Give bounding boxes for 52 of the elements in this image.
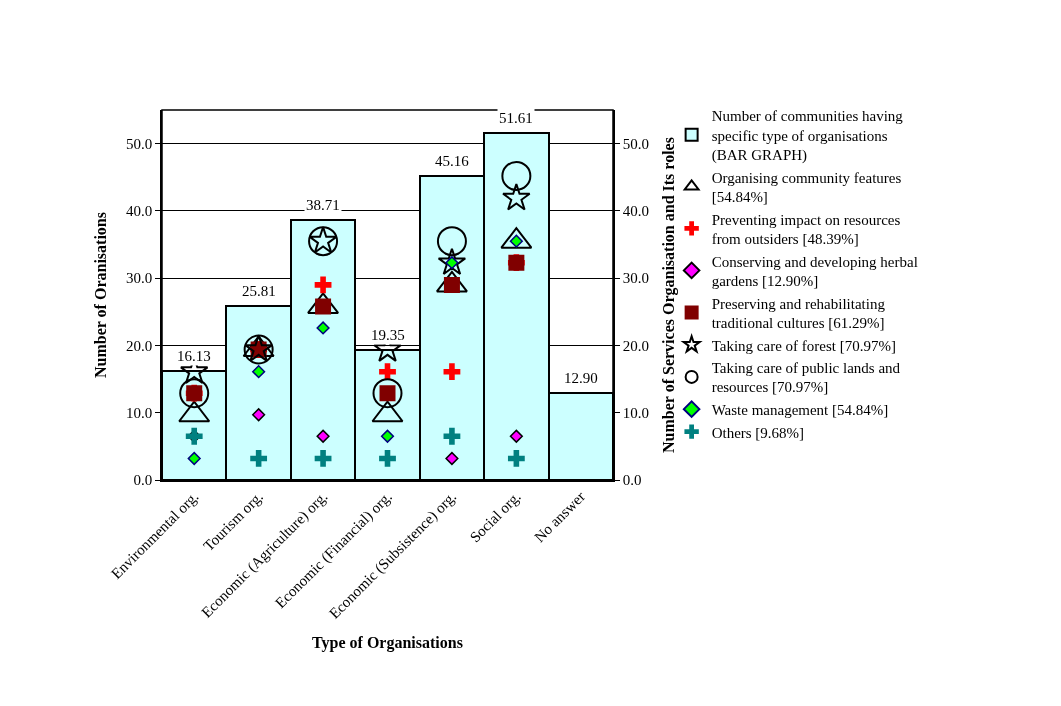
point [252,408,266,422]
y-tick-label: 40.0 [126,203,153,220]
legend-label: Preventing impact on resources from outsiders [48.39%] [711,211,901,247]
point [316,429,330,443]
point [314,450,332,467]
point [436,226,467,257]
y2-tick-label: 0.0 [622,472,642,489]
point [380,429,395,443]
legend-label: Others [9.68%] [711,424,805,441]
point [314,276,332,294]
point [501,160,532,191]
y2-tick-label: 30.0 [622,270,649,287]
point [316,321,330,335]
point [502,183,531,211]
point [250,450,268,467]
point [507,450,525,467]
point [437,247,467,276]
y-tick-label: 20.0 [126,337,153,354]
data-label: 19.35 [371,327,405,343]
legend-label: Number of communities having specific type of organisations (BAR GRAPH) [711,108,904,164]
data-label: 51.61 [499,110,533,126]
data-label: 38.71 [306,197,340,213]
legend-label: Conserving and developing herbal gardens [12.90%] [711,253,918,289]
legend-label: Waste management [54.84%] [711,402,889,418]
point [187,451,201,466]
data-label: 12.90 [564,370,598,386]
data-label: 45.16 [435,153,470,169]
y-axis-title: Number of Oranisations [92,212,110,378]
y2-axis-title: Number of Services Organisation and Its roles [660,137,679,453]
point [509,429,523,443]
y2-tick-label: 20.0 [622,337,649,354]
y2-tick-label: 50.0 [622,135,649,152]
y-tick-label: 30.0 [126,270,153,287]
legend-label: Taking care of forest [70.97%] [711,337,896,354]
point [379,450,396,467]
legend-label: Taking care of public lands and resources [70.97%] [711,360,901,396]
point [372,378,403,409]
data-label: 16.13 [177,348,211,364]
y-tick-label: 10.0 [126,404,153,421]
point [443,427,461,445]
point [179,378,210,409]
x-axis-title: Type of Organisations [312,633,463,652]
y-tick-label: 0.0 [133,472,153,489]
point [445,451,459,466]
data-label: 25.81 [242,283,276,299]
y2-tick-label: 40.0 [622,203,649,220]
y2-tick-label: 10.0 [622,404,649,421]
legend-label: Preserving and rehabilitating traditional cultures [61.29%] [711,295,886,331]
point [252,365,266,379]
legend-label: Organising community features [54.84%] [711,169,902,205]
point [443,363,461,381]
y-tick-label: 50.0 [126,135,153,152]
